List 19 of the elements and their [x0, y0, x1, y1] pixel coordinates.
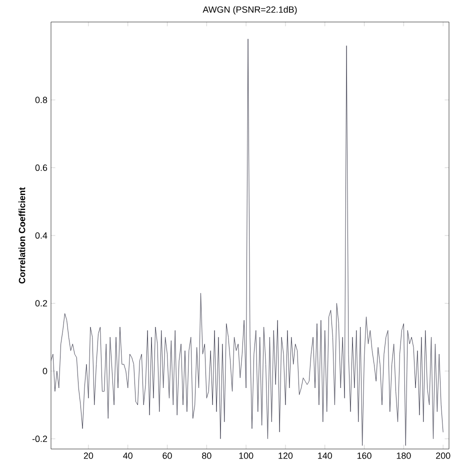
line-series	[51, 38, 444, 446]
y-tick-label: 0	[42, 368, 48, 374]
x-tick-label: 200	[436, 452, 450, 459]
y-axis-title: Correlation Coefficient	[18, 187, 26, 284]
x-tick-label: 120	[278, 452, 293, 459]
x-tick-label: 40	[123, 452, 132, 459]
x-tick-label: 160	[357, 452, 372, 459]
x-tick-label: 60	[162, 452, 172, 459]
y-tick-label: 0.2	[35, 300, 48, 306]
x-tick-label: 80	[202, 452, 212, 459]
y-tick-label: 0.6	[35, 164, 48, 171]
x-tick-label: 140	[318, 452, 332, 459]
y-tick-label: -0.2	[32, 436, 48, 442]
x-tick-label: 100	[239, 452, 254, 459]
y-tick-label: 0.4	[35, 232, 48, 239]
y-tick-label: 0.8	[35, 96, 48, 104]
chart-title: AWGN (PSNR=22.1dB)	[202, 6, 297, 14]
x-tick-label: 180	[396, 452, 411, 459]
x-tick-label: 20	[84, 452, 94, 459]
